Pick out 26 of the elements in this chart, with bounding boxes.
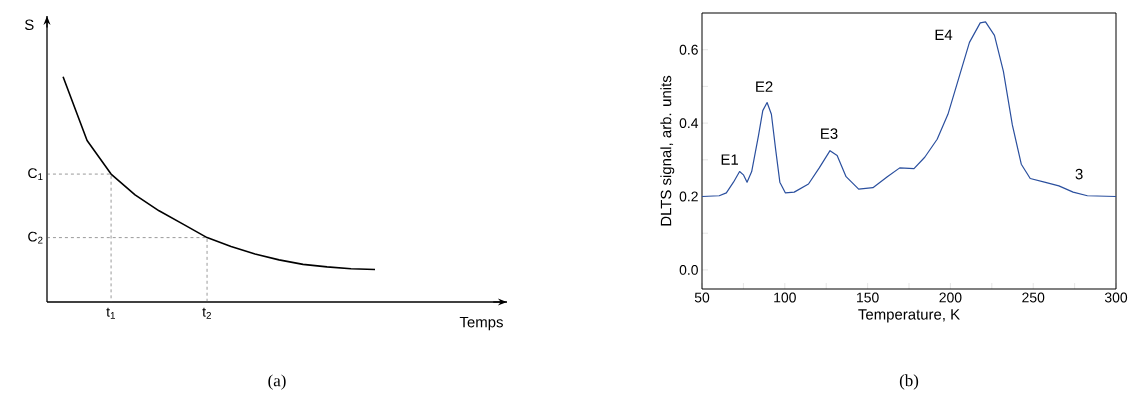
annotation: E2 bbox=[756, 81, 773, 92]
ref-line-label: C$_{1}$ bbox=[28, 168, 43, 181]
y-tick-label: 0.4 bbox=[679, 118, 699, 129]
x-tick-label: t$_{2}$ bbox=[202, 307, 211, 319]
annotation: E4 bbox=[935, 29, 953, 40]
y-tick-label: 0.2 bbox=[679, 191, 698, 202]
x-axis-title: Temps bbox=[459, 316, 503, 331]
y-axis-title: S bbox=[24, 19, 34, 31]
x-axis-title: Temperature, K bbox=[858, 309, 960, 323]
x-tick-label: 300 bbox=[1104, 292, 1128, 303]
line-series bbox=[701, 21, 1117, 198]
y-axis-title: DLTS signal, arb. units bbox=[660, 75, 675, 226]
x-tick-label: 50 bbox=[694, 292, 710, 303]
x-tick-label: 150 bbox=[857, 292, 879, 303]
annotation: E3 bbox=[821, 128, 838, 139]
annotation: E1 bbox=[721, 154, 739, 165]
text: (b) bbox=[899, 374, 919, 390]
y-tick-label: 0.0 bbox=[679, 264, 698, 275]
x-tick-label: t$_{1}$ bbox=[106, 307, 115, 319]
annotation: 3 bbox=[1075, 168, 1083, 180]
x-tick-label: 250 bbox=[1022, 292, 1045, 303]
x-tick-label: 200 bbox=[939, 292, 962, 303]
text: (a) bbox=[268, 374, 286, 390]
y-tick-label: 0.6 bbox=[679, 44, 698, 55]
ref-line-label: C$_{2}$ bbox=[28, 231, 43, 244]
x-tick-label: 100 bbox=[774, 292, 796, 303]
